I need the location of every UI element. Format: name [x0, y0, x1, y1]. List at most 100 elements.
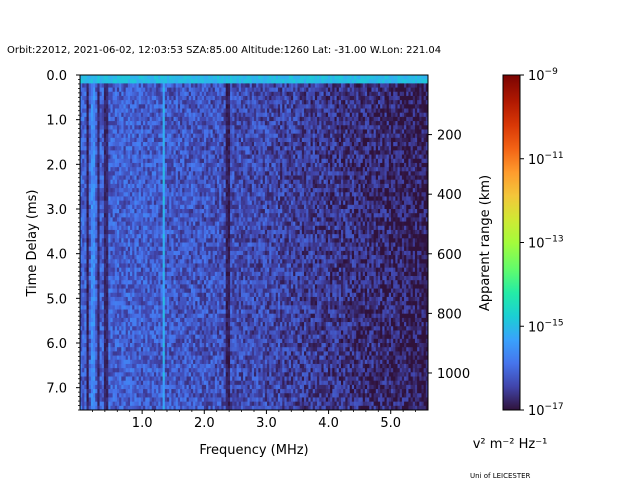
heatmap-cell: [173, 175, 177, 181]
heatmap-cell: [164, 75, 168, 80]
heatmap-cell: [160, 330, 164, 336]
heatmap-cell: [188, 246, 192, 252]
heatmap-cell: [95, 309, 98, 315]
heatmap-cell: [156, 259, 159, 264]
heatmap-cell: [93, 121, 96, 126]
heatmap-cell: [153, 326, 157, 331]
heatmap-cell: [119, 75, 122, 80]
heatmap-cell: [119, 397, 122, 403]
heatmap-cell: [197, 162, 201, 168]
heatmap-cell: [112, 209, 116, 214]
heatmap-cell: [162, 380, 166, 386]
heatmap-cell: [80, 150, 83, 155]
heatmap-cell: [156, 188, 159, 193]
heatmap-cell: [182, 95, 185, 101]
heatmap-cell: [188, 380, 192, 386]
heatmap-cell: [119, 301, 122, 306]
heatmap-cell: [119, 288, 122, 294]
heatmap-cell: [127, 296, 131, 302]
heatmap-cell: [162, 250, 166, 256]
heatmap-cell: [164, 334, 168, 340]
heatmap-cell: [156, 246, 159, 252]
heatmap-cell: [153, 121, 157, 126]
heatmap-cell: [95, 217, 98, 222]
heatmap-cell: [193, 167, 196, 172]
heatmap-cell: [188, 271, 192, 277]
heatmap-cell: [86, 179, 90, 185]
heatmap-cell: [169, 250, 172, 256]
heatmap-cell: [197, 234, 201, 239]
heatmap-cell: [140, 334, 144, 340]
heatmap-cell: [188, 242, 192, 248]
heatmap-cell: [110, 250, 114, 256]
heatmap-cell: [84, 213, 87, 218]
heatmap-cell: [143, 234, 146, 239]
heatmap-cell: [121, 317, 124, 323]
heatmap-cell: [175, 171, 179, 176]
heatmap-cell: [145, 368, 148, 373]
heatmap-cell: [125, 188, 129, 193]
heatmap-cell: [149, 330, 153, 336]
heatmap-cell: [147, 209, 150, 214]
heatmap-cell: [80, 171, 83, 176]
heatmap-cell: [197, 238, 201, 243]
heatmap-cell: [175, 183, 179, 189]
heatmap-cell: [203, 188, 207, 193]
heatmap-cell: [121, 255, 124, 260]
heatmap-cell: [127, 301, 131, 306]
heatmap-cell: [86, 405, 90, 411]
heatmap-cell: [125, 347, 129, 352]
heatmap-cell: [160, 125, 164, 130]
heatmap-cell: [136, 146, 140, 151]
heatmap-cell: [149, 250, 153, 256]
heatmap-cell: [88, 129, 92, 135]
heatmap-cell: [90, 246, 94, 252]
heatmap-cell: [138, 250, 142, 256]
heatmap-cell: [151, 368, 155, 373]
heatmap-cell: [162, 129, 166, 135]
heatmap-cell: [167, 401, 170, 407]
heatmap-cell: [103, 112, 107, 118]
heatmap-cell: [164, 116, 168, 122]
heatmap-cell: [151, 154, 155, 160]
heatmap-cell: [108, 150, 111, 155]
heatmap-cell: [160, 91, 164, 97]
heatmap-cell: [90, 250, 94, 256]
heatmap-cell: [127, 225, 131, 231]
heatmap-cell: [106, 322, 109, 327]
heatmap-cell: [125, 343, 129, 348]
heatmap-cell: [84, 204, 87, 210]
heatmap-cell: [182, 401, 185, 407]
heatmap-cell: [160, 355, 164, 361]
heatmap-cell: [184, 188, 187, 193]
heatmap-cell: [121, 338, 124, 344]
heatmap-cell: [182, 234, 185, 239]
heatmap-cell: [180, 179, 183, 185]
heatmap-cell: [158, 100, 161, 105]
heatmap-cell: [106, 154, 109, 160]
heatmap-cell: [184, 263, 187, 269]
heatmap-cell: [164, 292, 168, 298]
heatmap-cell: [90, 154, 94, 160]
heatmap-cell: [143, 129, 146, 135]
heatmap-cell: [125, 405, 129, 411]
heatmap-cell: [162, 196, 166, 202]
heatmap-cell: [177, 372, 181, 377]
heatmap-cell: [167, 343, 170, 348]
heatmap-cell: [95, 179, 98, 185]
heatmap-cell: [173, 225, 177, 231]
heatmap-cell: [188, 112, 192, 118]
heatmap-cell: [158, 83, 161, 88]
heatmap-cell: [193, 397, 196, 403]
heatmap-cell: [86, 351, 90, 356]
heatmap-cell: [110, 229, 114, 235]
heatmap-cell: [167, 301, 170, 306]
heatmap-cell: [197, 317, 201, 323]
heatmap-cell: [88, 259, 92, 264]
heatmap-cell: [175, 326, 179, 331]
heatmap-cell: [103, 146, 107, 151]
heatmap-cell: [197, 368, 201, 373]
heatmap-cell: [169, 351, 172, 356]
heatmap-cell: [169, 276, 172, 281]
heatmap-cell: [167, 288, 170, 294]
